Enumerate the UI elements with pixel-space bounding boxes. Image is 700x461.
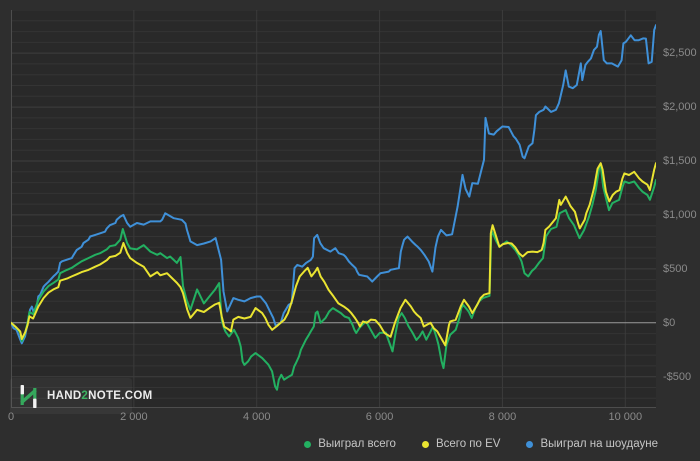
legend-label-total-won: Выиграл всего [318,438,396,450]
hand2note-logo: HAND2NOTE.COM [10,378,152,414]
y-tick-label: $1,000 [663,208,697,221]
x-tick-label: 8 000 [488,411,517,423]
y-tick-label: $500 [663,262,688,275]
legend-item-total-ev[interactable]: Всего по EV [421,438,501,450]
legend-dot-total-ev-icon [421,440,429,448]
hand2note-h-icon [20,384,37,408]
logo-digit-2: 2 [81,390,89,402]
y-tick-label: $2,000 [663,101,697,114]
legend-item-won-at-showdown[interactable]: Выиграл на шоудауне [526,438,658,450]
x-tick-label: 10 000 [608,411,643,423]
legend: Выиграл всего Всего по EV Выиграл на шоу… [304,438,658,450]
plot-area [11,10,656,408]
y-tick-label: $2,500 [663,47,697,60]
hand2note-wordmark: HAND2NOTE.COM [47,390,153,402]
y-tick-label: $0 [663,316,676,329]
y-tick-label: -$500 [663,370,692,383]
legend-dot-total-won-icon [304,440,312,448]
y-tick-label: $1,500 [663,155,697,167]
legend-item-total-won[interactable]: Выиграл всего [304,438,396,450]
legend-label-total-ev: Всего по EV [435,438,501,450]
legend-dot-won-at-showdown-icon [526,440,534,448]
chart-svg [11,10,656,408]
x-tick-label: 4 000 [242,411,271,423]
legend-label-won-at-showdown: Выиграл на шоудауне [540,438,658,450]
x-tick-label: 6 000 [365,411,394,423]
